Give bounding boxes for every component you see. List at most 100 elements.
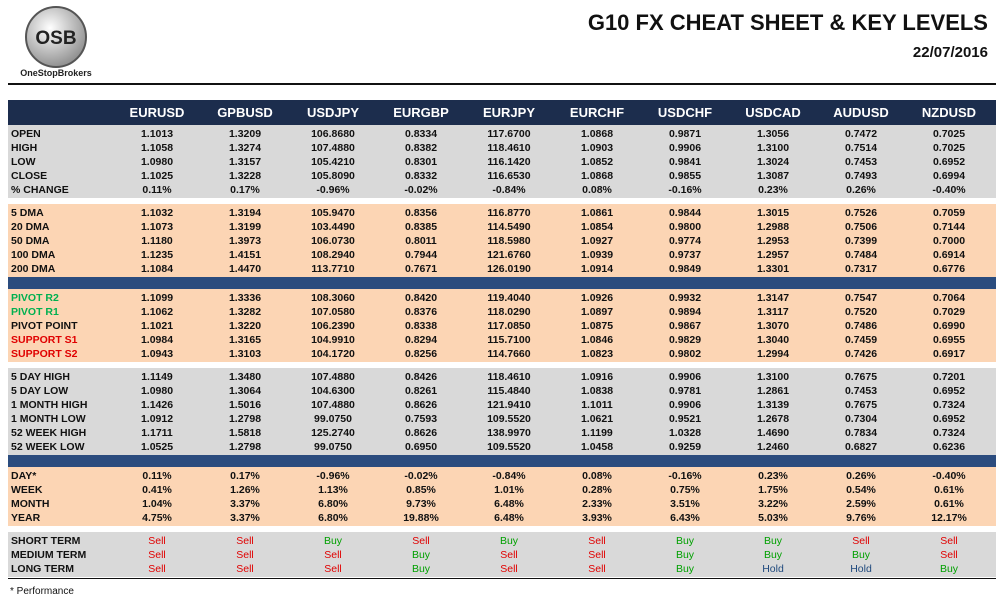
table-row: SUPPORT S1 1.0984 1.3165 104.9910 0.8294 115.… [8, 333, 996, 347]
table-row: 52 WEEK HIGH 1.1711 1.5818 125.2740 0.8626 13… [8, 426, 996, 440]
value-cell: 118.4610 [487, 371, 531, 383]
column-header: NZDUSD [921, 105, 977, 120]
value-cell: 1.0868 [580, 170, 614, 182]
value-cell: 19.88% [403, 512, 439, 524]
value-cell: 1.0621 [580, 413, 614, 425]
value-cell: 0.7526 [844, 207, 878, 219]
row-label: SHORT TERM [11, 535, 81, 547]
value-cell: 1.5016 [228, 399, 262, 411]
signal-cell: Buy [411, 563, 431, 575]
row-label: 20 DMA [11, 221, 50, 233]
value-cell: 0.7144 [932, 221, 966, 233]
table-row: 200 DMA 1.1084 1.4470 113.7710 0.7671 126.019… [8, 262, 996, 276]
row-label: CLOSE [11, 170, 48, 182]
value-cell: 1.1084 [140, 263, 174, 275]
value-cell: 0.6917 [932, 348, 966, 360]
value-cell: 115.4840 [487, 385, 531, 397]
value-cell: 1.2957 [756, 249, 790, 261]
value-cell: 107.4880 [311, 399, 355, 411]
section: OPEN 1.1013 1.3209 106.8680 0.8334 117.6700 1.… [8, 125, 996, 198]
header-row: EURUSD GPBUSD USDJPY EURGBP EURJPY EURCHF USDC… [8, 100, 996, 125]
value-cell: 0.8376 [404, 306, 438, 318]
value-cell: 1.4690 [756, 427, 790, 439]
value-cell: 1.2953 [756, 235, 790, 247]
signal-cell: Buy [851, 549, 871, 561]
value-cell: 1.1235 [140, 249, 174, 261]
value-cell: 0.7453 [844, 156, 878, 168]
value-cell: 1.0926 [580, 292, 614, 304]
value-cell: 0.8332 [404, 170, 438, 182]
signal-cell: Sell [588, 549, 606, 561]
signal-cell: Buy [675, 535, 695, 547]
value-cell: 114.7660 [487, 348, 531, 360]
value-cell: 107.4880 [311, 142, 355, 154]
value-cell: 109.5520 [487, 441, 531, 453]
logo: OSB OneStopBrokers [20, 6, 92, 78]
value-cell: 1.3100 [756, 371, 790, 383]
value-cell: 0.9800 [668, 221, 702, 233]
value-cell: 107.4880 [311, 371, 355, 383]
value-cell: 1.1711 [141, 427, 173, 439]
value-cell: 0.7324 [932, 427, 966, 439]
value-cell: 1.0914 [580, 263, 614, 275]
signal-cell: Sell [324, 563, 342, 575]
value-cell: 1.2798 [228, 413, 262, 425]
column-header: USDCHF [657, 105, 713, 120]
value-cell: 1.3100 [756, 142, 790, 154]
signal-cell: Buy [323, 535, 343, 547]
value-cell: 0.9894 [668, 306, 702, 318]
section: SHORT TERM Sell Sell Buy Sell Buy Sell Buy Buy Se… [8, 532, 996, 577]
value-cell: 0.7514 [844, 142, 878, 154]
value-cell: 108.3060 [311, 292, 355, 304]
value-cell: 0.11% [142, 184, 172, 196]
value-cell: 0.23% [758, 470, 788, 482]
signal-cell: Buy [763, 549, 783, 561]
value-cell: 113.7710 [311, 263, 355, 275]
row-label: OPEN [11, 128, 41, 140]
value-cell: 1.1073 [140, 221, 174, 233]
value-cell: 0.9829 [668, 334, 702, 346]
value-cell: 0.7324 [932, 399, 966, 411]
value-cell: 0.7000 [932, 235, 966, 247]
section: 5 DMA 1.1032 1.3194 105.9470 0.8356 116.8770 1… [8, 204, 996, 277]
value-cell: 105.9470 [311, 207, 355, 219]
value-cell: 1.0823 [580, 348, 614, 360]
value-cell: 1.0328 [668, 427, 702, 439]
separator-band [8, 277, 996, 289]
signal-cell: Sell [940, 535, 958, 547]
signal-cell: Sell [588, 563, 606, 575]
table: EURUSD GPBUSD USDJPY EURGBP EURJPY EURCHF USDC… [8, 100, 996, 577]
row-label: 200 DMA [11, 263, 56, 275]
value-cell: 99.0750 [314, 413, 352, 425]
value-cell: 1.1149 [141, 371, 173, 383]
value-cell: -0.84% [492, 184, 526, 196]
value-cell: 2.33% [582, 498, 612, 510]
value-cell: 0.9932 [668, 292, 702, 304]
row-label: YEAR [11, 512, 41, 524]
value-cell: 104.1720 [311, 348, 355, 360]
value-cell: 0.6952 [932, 156, 966, 168]
value-cell: 0.8626 [404, 399, 438, 411]
row-label: DAY* [11, 470, 37, 482]
row-label: 5 DAY HIGH [11, 371, 70, 383]
value-cell: 1.0838 [580, 385, 614, 397]
value-cell: 0.26% [846, 470, 876, 482]
signal-cell: Buy [499, 535, 519, 547]
value-cell: 118.4610 [487, 142, 531, 154]
row-label: 52 WEEK LOW [11, 441, 85, 453]
value-cell: 1.3040 [756, 334, 790, 346]
value-cell: 116.8770 [487, 207, 531, 219]
row-label: 100 DMA [11, 249, 56, 261]
value-cell: 0.8626 [404, 427, 438, 439]
value-cell: 1.3274 [228, 142, 262, 154]
row-label: % CHANGE [11, 184, 69, 196]
value-cell: 0.9906 [668, 399, 702, 411]
value-cell: 106.8680 [311, 128, 355, 140]
value-cell: 0.7547 [844, 292, 878, 304]
value-cell: 0.7399 [844, 235, 878, 247]
table-row: 1 MONTH HIGH 1.1426 1.5016 107.4880 0.8626 12… [8, 398, 996, 412]
column-header: EURJPY [482, 105, 536, 120]
value-cell: 1.2678 [756, 413, 790, 425]
value-cell: 0.9871 [668, 128, 702, 140]
